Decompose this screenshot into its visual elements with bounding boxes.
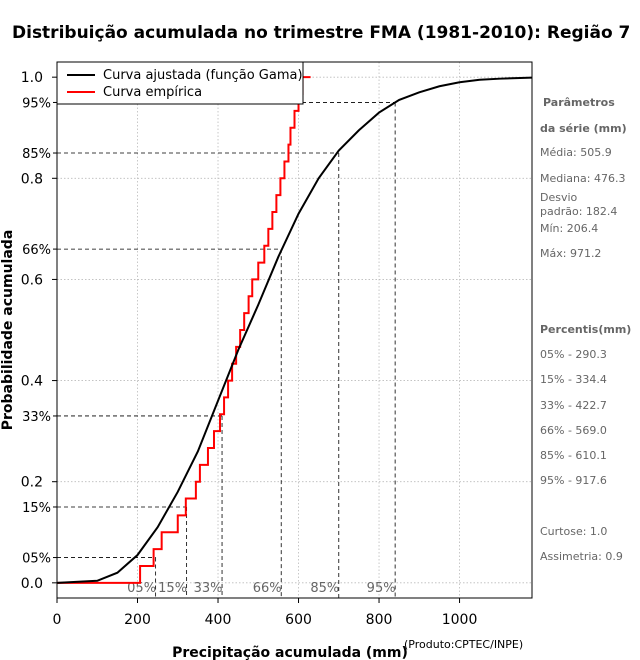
percentil-05: 05% - 290.3 — [540, 348, 607, 361]
stat-desvio-label: Desvio — [540, 191, 578, 204]
stat-desvio-value: padrão: 182.4 — [540, 205, 618, 218]
stat-min: Mín: 206.4 — [540, 222, 599, 235]
y-tick-label: 1.0 — [21, 70, 43, 86]
x-tick-label: 400 — [205, 612, 232, 628]
legend-box — [56, 61, 304, 105]
y-percentile-tick-label: 33% — [22, 410, 51, 425]
chart-title: Distribuição acumulada no trimestre FMA … — [12, 23, 630, 43]
percentile-marker-label: 15% — [158, 581, 187, 596]
params-title: Parâmetros — [543, 96, 615, 109]
stat-media: Média: 505.9 — [540, 146, 612, 159]
x-tick-label: 600 — [285, 612, 312, 628]
percentis-title: Percentis(mm) — [540, 323, 632, 336]
percentil-95: 95% - 917.6 — [540, 474, 607, 487]
percentile-marker-label: 85% — [310, 581, 339, 596]
y-percentile-tick-label: 66% — [22, 243, 51, 258]
params-subtitle: da série (mm) — [540, 122, 627, 135]
stat-mediana: Mediana: 476.3 — [540, 172, 626, 185]
x-tick-label: 200 — [124, 612, 151, 628]
y-tick-label: 0.6 — [21, 272, 43, 288]
percentil-66: 66% - 569.0 — [540, 424, 607, 437]
percentile-marker-label: 95% — [367, 581, 396, 596]
x-tick-label: 800 — [366, 612, 393, 628]
y-percentile-tick-label: 15% — [22, 501, 51, 516]
y-tick-label: 0.4 — [21, 374, 43, 390]
percentil-15: 15% - 334.4 — [540, 373, 607, 386]
x-tick-label: 0 — [53, 612, 62, 628]
legend-label-empirical: Curva empírica — [103, 85, 202, 100]
plot-border — [56, 61, 533, 599]
y-tick-label: 0.0 — [21, 576, 43, 592]
legend-label-gamma: Curva ajustada (função Gama) — [103, 68, 303, 83]
y-percentile-tick-label: 85% — [22, 147, 51, 162]
y-percentile-tick-label: 05% — [22, 552, 51, 567]
gamma-fit-curve — [56, 76, 533, 584]
percentil-85: 85% - 610.1 — [540, 449, 607, 462]
percentile-marker-label: 33% — [194, 581, 223, 596]
percentil-33: 33% - 422.7 — [540, 399, 607, 412]
stat-max: Máx: 971.2 — [540, 247, 602, 260]
empirical-step-curve — [57, 76, 311, 584]
x-axis-label: Precipitação acumulada (mm) — [172, 645, 408, 660]
legend: Curva ajustada (função Gama) Curva empíri… — [56, 61, 304, 105]
x-tick-label: 1000 — [442, 612, 478, 628]
stat-assimetria: Assimetria: 0.9 — [540, 550, 623, 563]
percentile-marker-label: 66% — [253, 581, 282, 596]
y-percentile-tick-label: 95% — [22, 96, 51, 111]
y-axis-label: Probabilidade acumulada — [0, 230, 16, 431]
y-tick-label: 0.2 — [21, 475, 43, 491]
percentile-marker-label: 05% — [127, 581, 156, 596]
stat-curtose: Curtose: 1.0 — [540, 525, 608, 538]
credit-text: (Produto:CPTEC/INPE) — [404, 638, 524, 651]
y-tick-label: 0.8 — [21, 171, 43, 187]
